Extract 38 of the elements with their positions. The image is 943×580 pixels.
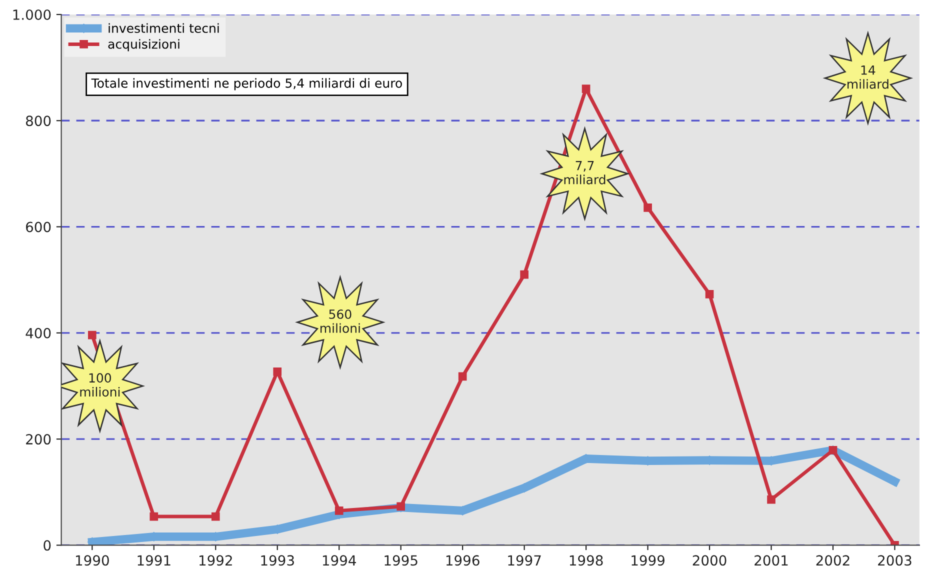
y-tick-label: 800 [26, 116, 51, 126]
point [705, 290, 714, 298]
point [211, 512, 220, 521]
point [273, 367, 282, 376]
y-tick-label: 0 [44, 540, 51, 551]
point [334, 506, 344, 515]
annotation: 100 milioni [80, 373, 120, 397]
x-tick-label: 1991 [138, 555, 170, 566]
annotation: 14 miliard [848, 66, 888, 89]
x-tick-label: 1992 [199, 555, 232, 566]
x-tick-label: 2003 [878, 555, 912, 566]
point [644, 204, 652, 212]
y-tick-label: 1.000 [13, 9, 51, 20]
x-tick-label: 1999 [632, 555, 664, 566]
x-tick-label: 1996 [446, 555, 480, 566]
x-tick-label: 1998 [570, 555, 603, 566]
point [88, 330, 96, 340]
point [150, 512, 158, 521]
point [520, 270, 528, 279]
point [582, 84, 590, 93]
y-tick-label: 400 [26, 328, 51, 338]
x-tick-label: 1990 [76, 555, 109, 566]
point [458, 372, 467, 381]
x-tick-label: 1993 [261, 555, 294, 566]
x-tick-label: 1995 [384, 555, 418, 566]
x-tick-label: 2002 [816, 555, 850, 566]
annotation: 560 milioni [320, 309, 360, 333]
x-tick-label: 2000 [692, 555, 726, 566]
y-tick-label: 600 [26, 222, 51, 232]
point [767, 495, 776, 504]
y-tick-label: 200 [26, 434, 51, 445]
annotation: 7,7 miliard [564, 161, 606, 184]
x-tick-label: 1994 [322, 555, 356, 566]
x-tick-label: 2001 [754, 555, 788, 566]
x-tick-label: 1997 [508, 555, 541, 566]
legend-label: acquisizioni [108, 39, 180, 52]
legend-label: investimenti tecni [108, 23, 219, 33]
annotation: Totale investimenti ne periodo 5,4 miliardi di euro [91, 78, 402, 90]
